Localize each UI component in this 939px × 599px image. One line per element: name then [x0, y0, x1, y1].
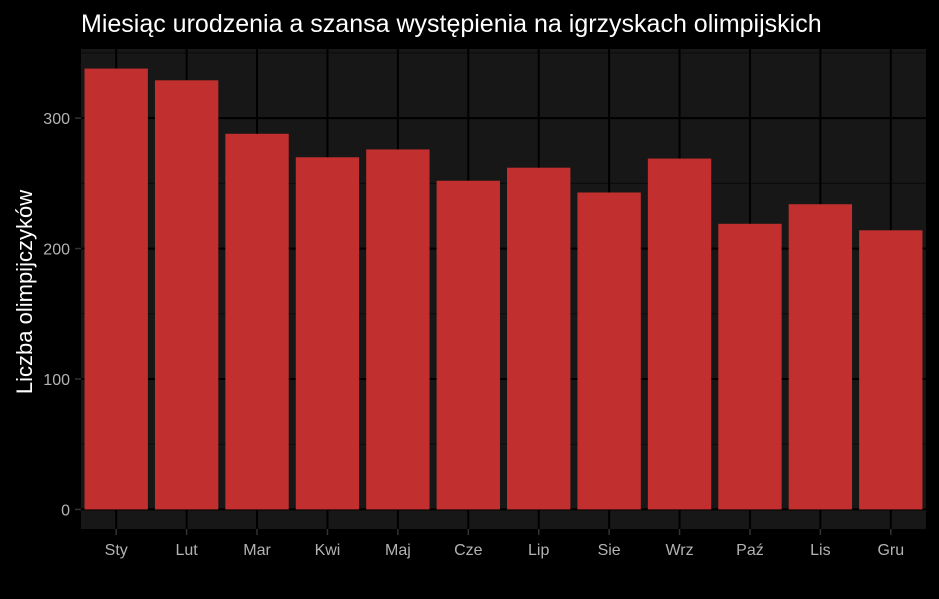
x-tick-label: Cze — [454, 542, 483, 559]
bar-Lis — [788, 204, 853, 510]
y-tick-label: 100 — [43, 372, 70, 389]
minor-grid — [81, 52, 926, 445]
y-axis: 0 100 200 300 — [43, 111, 81, 519]
bar-Cze — [436, 180, 500, 510]
plot-panel — [81, 49, 926, 529]
x-tick-label: Maj — [385, 542, 411, 559]
x-tick-label: Lip — [528, 542, 549, 559]
bar-Wrz — [647, 158, 712, 510]
bar-Sie — [577, 192, 641, 510]
bar-Mar — [225, 133, 289, 510]
chart-title: Miesiąc urodzenia a szansa występienia n… — [81, 10, 822, 38]
bar-Sty — [84, 68, 148, 510]
x-axis: Sty Lut Mar Kwi Maj Cze Lip Sie Wrz Paź Lis Gru — [105, 529, 904, 559]
x-tick-label: Paź — [736, 542, 764, 559]
bar-Lut — [154, 80, 219, 510]
x-tick-label: Wrz — [665, 542, 693, 559]
y-tick-label: 300 — [43, 111, 70, 128]
x-tick-label: Sty — [105, 542, 128, 559]
bar-Paź — [718, 223, 782, 510]
x-tick-label: Sie — [598, 542, 621, 559]
y-axis-label: Liczba olimpijczyków — [12, 190, 37, 394]
x-tick-label: Lut — [176, 542, 199, 559]
x-tick-label: Lis — [810, 542, 830, 559]
bar-Maj — [366, 149, 430, 510]
y-tick-label: 0 — [61, 502, 70, 519]
x-tick-label: Mar — [243, 542, 271, 559]
x-tick-label: Gru — [877, 542, 904, 559]
bar-Gru — [859, 230, 923, 510]
bar-Kwi — [295, 157, 360, 510]
bars-group — [84, 68, 923, 510]
y-tick-label: 200 — [43, 242, 70, 259]
x-tick-label: Kwi — [315, 542, 341, 559]
bar-Lip — [507, 167, 571, 510]
